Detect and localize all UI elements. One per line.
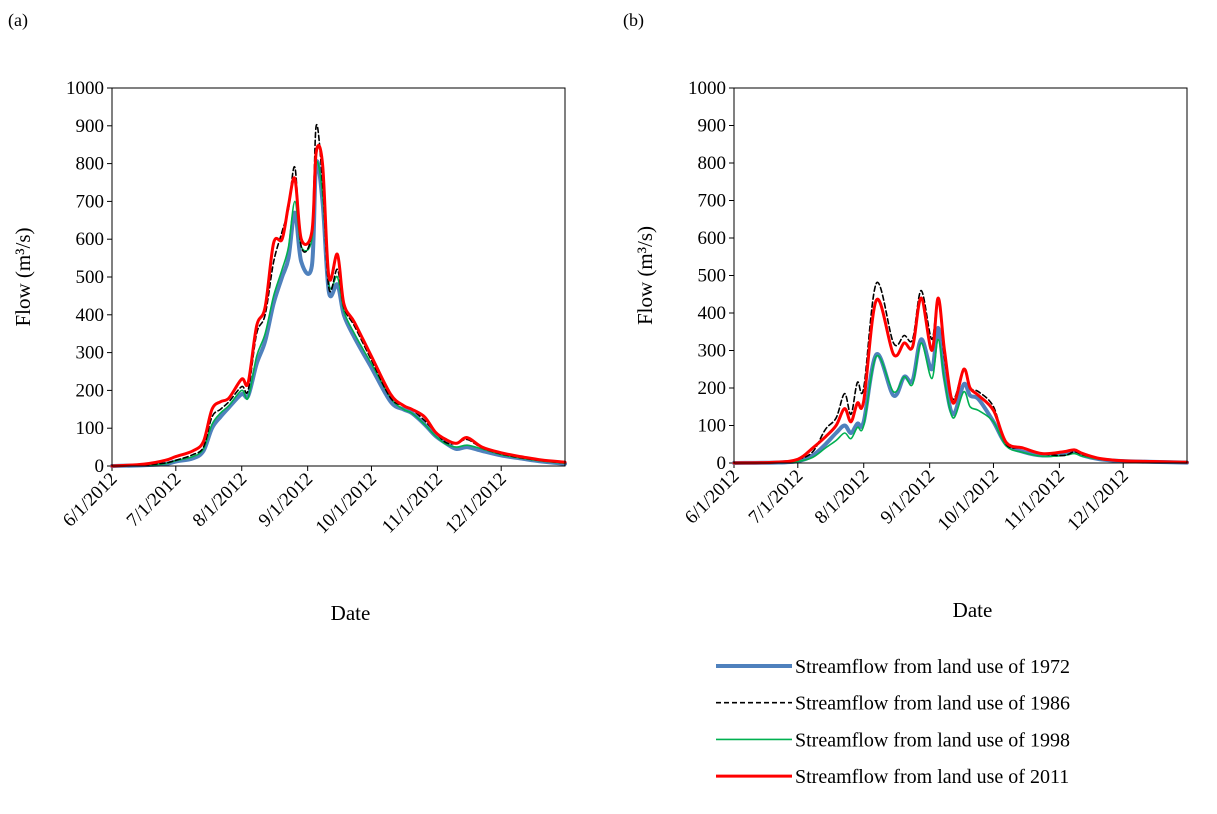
y-axis-label-b: Flow (m³/s) bbox=[633, 226, 657, 325]
series-group-b bbox=[732, 281, 1189, 465]
series-line-1998-a bbox=[111, 161, 566, 467]
y-tick-label: 500 bbox=[698, 266, 727, 287]
y-tick-label: 800 bbox=[76, 154, 105, 175]
legend: Streamflow from land use of 1972 Streamf… bbox=[716, 656, 1070, 788]
legend-entry-1972: Streamflow from land use of 1972 bbox=[716, 656, 1070, 678]
y-tick-label: 0 bbox=[95, 456, 105, 477]
x-tick-label: 6/1/2012 bbox=[681, 466, 744, 529]
x-tick-label: 7/1/2012 bbox=[745, 466, 808, 529]
y-tick-label: 300 bbox=[76, 343, 105, 364]
y-tick-label: 700 bbox=[76, 191, 105, 212]
y-tick-label: 400 bbox=[698, 303, 727, 324]
series-line-2011-a bbox=[110, 143, 567, 468]
x-tick-label: 11/1/2012 bbox=[1000, 466, 1069, 535]
y-tick-label: 500 bbox=[76, 267, 105, 288]
y-tick-label: 1000 bbox=[688, 78, 726, 99]
y-tick-label: 600 bbox=[698, 228, 727, 249]
panel-label-b: (b) bbox=[623, 10, 644, 31]
y-axis-label-b-text: Flow (m³/s) bbox=[633, 226, 657, 325]
y-axis-label-a-text: Flow (m³/s) bbox=[11, 227, 35, 326]
y-tick-label: 600 bbox=[76, 229, 105, 250]
legend-label-1998: Streamflow from land use of 1998 bbox=[795, 729, 1070, 751]
x-tick-label: 8/1/2012 bbox=[811, 466, 874, 529]
y-tick-label: 300 bbox=[698, 341, 727, 362]
y-tick-label: 400 bbox=[76, 305, 105, 326]
y-tick-label: 100 bbox=[76, 418, 105, 439]
x-tick-label: 8/1/2012 bbox=[189, 469, 252, 532]
x-tick-label: 10/1/2012 bbox=[312, 469, 381, 538]
y-axis-label-a: Flow (m³/s) bbox=[11, 227, 35, 326]
x-tick-label: 9/1/2012 bbox=[255, 469, 318, 532]
y-tick-label: 100 bbox=[698, 416, 727, 437]
chart-panel-a: (a) 0 100 200 300 400 500 600 700 800 900 1000 6/1… bbox=[8, 10, 567, 625]
series-line-2011-b bbox=[732, 296, 1189, 465]
legend-entry-2011: Streamflow from land use of 2011 bbox=[716, 766, 1069, 788]
y-tick-label: 800 bbox=[698, 153, 727, 174]
y-tick-label: 1000 bbox=[66, 78, 104, 99]
plot-frame-a bbox=[111, 87, 566, 467]
x-axis-label-a: Date bbox=[331, 601, 371, 625]
panel-label-a: (a) bbox=[8, 10, 28, 31]
series-line-1998-b bbox=[733, 338, 1188, 464]
plot-frame-b bbox=[733, 87, 1188, 464]
series-group-a bbox=[110, 123, 567, 468]
x-tick-label: 12/1/2012 bbox=[1063, 466, 1132, 535]
legend-entry-1986: Streamflow from land use of 1986 bbox=[716, 693, 1070, 715]
y-tick-label: 900 bbox=[698, 116, 727, 137]
x-axis-ticks-b: 6/1/2012 7/1/2012 8/1/2012 9/1/201210/1/201… bbox=[681, 463, 1133, 535]
series-line-1986-b bbox=[733, 281, 1188, 464]
legend-label-2011: Streamflow from land use of 2011 bbox=[795, 766, 1069, 788]
y-tick-label: 0 bbox=[717, 453, 727, 474]
x-tick-label: 11/1/2012 bbox=[378, 469, 447, 538]
y-tick-label: 200 bbox=[76, 380, 105, 401]
x-tick-label: 12/1/2012 bbox=[441, 469, 510, 538]
x-tick-label: 9/1/2012 bbox=[877, 466, 940, 529]
y-axis-ticks-a: 0 100 200 300 400 500 600 700 800 900 1000 bbox=[66, 78, 112, 477]
y-tick-label: 700 bbox=[698, 191, 727, 212]
series-line-1972-a bbox=[110, 159, 567, 468]
chart-panel-b: (b) 0 100 200 300 400 500 600 700 800 900 1000 6/1… bbox=[623, 10, 1189, 622]
legend-entry-1998: Streamflow from land use of 1998 bbox=[716, 729, 1070, 751]
y-axis-ticks-b: 0 100 200 300 400 500 600 700 800 900 1000 bbox=[688, 78, 734, 474]
series-line-1972-b bbox=[732, 325, 1189, 465]
x-tick-label: 6/1/2012 bbox=[59, 469, 122, 532]
legend-label-1972: Streamflow from land use of 1972 bbox=[795, 656, 1070, 678]
x-tick-label: 7/1/2012 bbox=[123, 469, 186, 532]
x-axis-label-b: Date bbox=[953, 598, 993, 622]
x-tick-label: 10/1/2012 bbox=[934, 466, 1003, 535]
y-tick-label: 200 bbox=[698, 378, 727, 399]
y-tick-label: 900 bbox=[76, 116, 105, 137]
x-axis-ticks-a: 6/1/2012 7/1/2012 8/1/2012 9/1/201210/1/201… bbox=[59, 466, 511, 538]
legend-label-1986: Streamflow from land use of 1986 bbox=[795, 693, 1070, 715]
